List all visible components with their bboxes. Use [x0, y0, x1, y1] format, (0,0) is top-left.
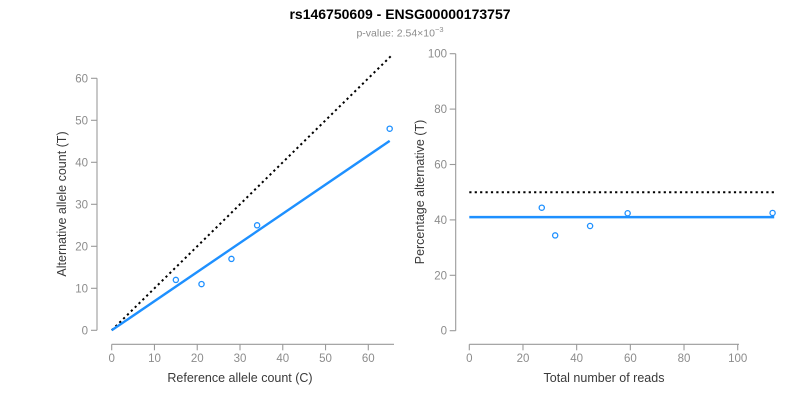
plot-title: rs146750609 - ENSG00000173757 [289, 6, 511, 22]
x-tick-label: 100 [728, 353, 747, 365]
x-tick-label: 40 [570, 353, 583, 365]
x-tick-label: 50 [319, 353, 332, 365]
x-tick-label: 20 [191, 353, 204, 365]
x-tick-label: 60 [624, 353, 637, 365]
x-tick-label: 20 [517, 353, 530, 365]
y-tick-label: 60 [75, 73, 88, 85]
y-tick-label: 80 [434, 104, 447, 116]
left-yaxis-title: Alternative allele count (T) [55, 131, 69, 276]
y-tick-label: 50 [75, 115, 88, 127]
data-point [551, 232, 559, 239]
pvalue-exponent: −3 [434, 25, 444, 34]
y-tick-label: 40 [434, 215, 447, 227]
pvalue-text: p-value: 2.54×10 [356, 27, 435, 40]
data-point [172, 276, 180, 284]
data-point [586, 222, 594, 230]
left-scatter-plot: Reference allele count (C) Alternative a… [55, 55, 394, 385]
y-tick-label: 10 [75, 283, 88, 295]
data-point [253, 222, 261, 229]
data-point [228, 255, 235, 263]
y-tick-label: 20 [75, 241, 88, 253]
identity-line [110, 55, 392, 332]
x-tick-label: 0 [108, 353, 114, 365]
pvalue-subtitle: p-value: 2.54×10−3 [0, 24, 800, 40]
data-point [624, 210, 631, 217]
right-yaxis-title: Percentage alternative (T) [413, 120, 427, 265]
data-point [769, 209, 776, 217]
y-tick-label: 60 [434, 160, 447, 172]
x-tick-label: 60 [362, 353, 375, 365]
y-tick-label: 20 [434, 270, 447, 282]
fit-line [111, 139, 391, 332]
data-point [386, 125, 393, 132]
y-tick-label: 0 [441, 326, 447, 338]
right-xaxis-title: Total number of reads [544, 371, 665, 385]
x-tick-label: 0 [466, 353, 472, 365]
y-tick-label: 30 [75, 199, 88, 211]
right-scatter-plot: Total number of reads Percentage alterna… [413, 49, 776, 385]
left-xaxis-title: Reference allele count (C) [167, 371, 312, 385]
data-point [538, 204, 546, 211]
y-tick-label: 0 [82, 325, 88, 337]
x-tick-label: 10 [148, 353, 161, 365]
y-tick-label: 40 [75, 157, 88, 169]
x-tick-label: 30 [234, 353, 247, 365]
data-point [198, 280, 205, 288]
x-tick-label: 80 [678, 353, 691, 365]
y-tick-label: 100 [428, 49, 447, 61]
x-tick-label: 40 [276, 353, 289, 365]
